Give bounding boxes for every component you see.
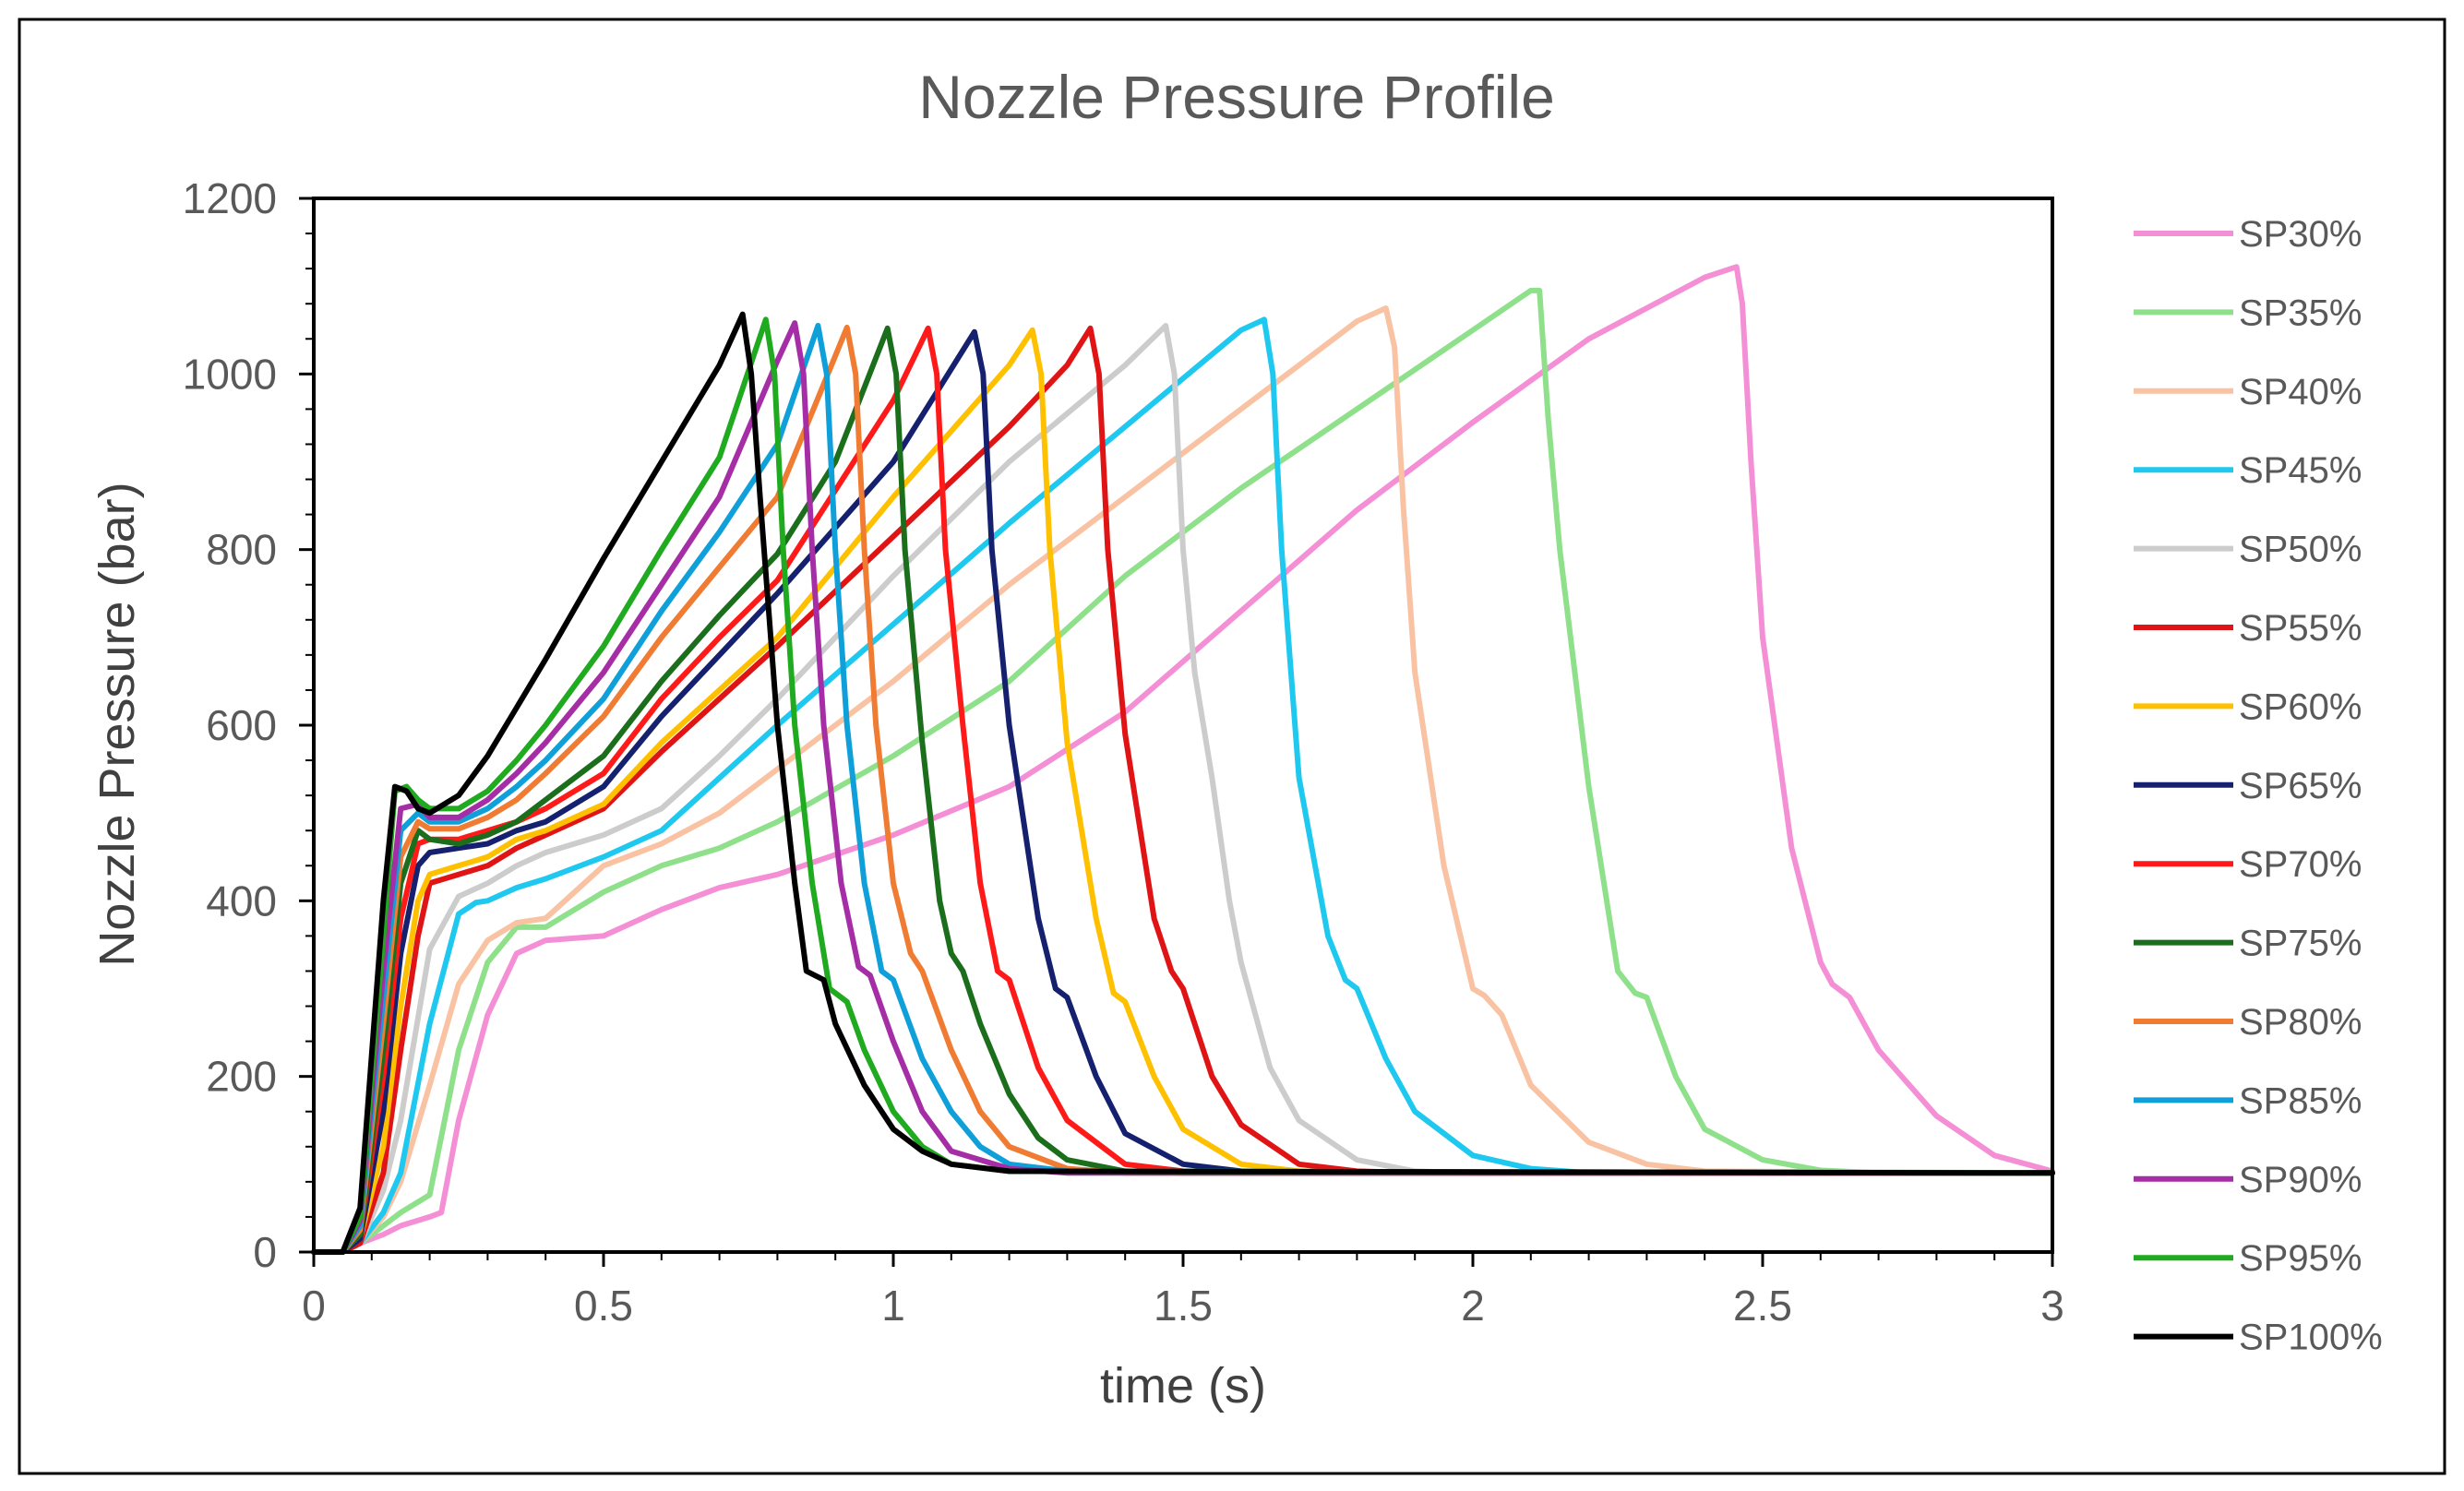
legend-item: SP60% <box>2134 686 2362 727</box>
legend-label: SP35% <box>2239 292 2362 333</box>
axis-ticks-group: 0 0.5 1 1.5 2 2.5 3 0 200 400 600 800 1000 1200 <box>183 174 2064 1330</box>
y-axis-label: Nozzle Pressure (bar) <box>90 482 145 966</box>
x-tick-label: 1.5 <box>1154 1282 1213 1330</box>
series-line-sp75-pct <box>311 325 2055 1255</box>
legend-label: SP50% <box>2239 530 2362 570</box>
legend-item: SP75% <box>2134 924 2362 964</box>
legend-item: SP65% <box>2134 766 2362 806</box>
legend-item: SP85% <box>2134 1080 2362 1121</box>
series-line-sp45-pct <box>311 316 2055 1255</box>
legend-label: SP55% <box>2239 608 2362 649</box>
legend-label: SP40% <box>2239 372 2362 412</box>
legend-item: SP70% <box>2134 844 2362 885</box>
chart-title: Nozzle Pressure Profile <box>918 63 1555 131</box>
legend-label: SP90% <box>2239 1160 2362 1200</box>
series-line-sp100-pct <box>311 311 2055 1255</box>
series-line-sp50-pct <box>311 323 2055 1255</box>
legend-label: SP75% <box>2239 924 2362 964</box>
series-line-sp65-pct <box>311 328 2055 1255</box>
chart-frame <box>18 18 2446 1475</box>
legend-label: SP30% <box>2239 214 2362 255</box>
legend-item: SP50% <box>2134 530 2362 570</box>
x-tick-label: 3 <box>2040 1282 2064 1330</box>
legend-label: SP100% <box>2239 1318 2383 1358</box>
legend-item: SP40% <box>2134 372 2362 412</box>
legend-item: SP55% <box>2134 608 2362 649</box>
legend-item: SP80% <box>2134 1002 2362 1043</box>
legend-item: SP45% <box>2134 450 2362 491</box>
series-line-sp90-pct <box>311 320 2055 1255</box>
x-tick-label: 0 <box>302 1282 326 1330</box>
series-line-sp70-pct <box>311 325 2055 1255</box>
y-tick-label: 400 <box>206 877 277 924</box>
x-tick-label: 1 <box>881 1282 905 1330</box>
x-axis-label: time (s) <box>1100 1358 1266 1413</box>
y-tick-label: 1000 <box>183 350 277 398</box>
series-line-sp40-pct <box>311 305 2055 1255</box>
x-tick-label: 0.5 <box>574 1282 633 1330</box>
x-tick-label: 2.5 <box>1733 1282 1792 1330</box>
y-tick-label: 1200 <box>183 174 277 222</box>
y-tick-label: 0 <box>253 1228 277 1276</box>
legend-label: SP45% <box>2239 450 2362 491</box>
legend-label: SP85% <box>2239 1080 2362 1121</box>
legend-item: SP35% <box>2134 292 2362 333</box>
x-tick-label: 2 <box>1461 1282 1485 1330</box>
legend-item: SP30% <box>2134 214 2362 255</box>
series-line-sp85-pct <box>311 323 2055 1255</box>
series-line-sp80-pct <box>311 324 2055 1255</box>
legend-label: SP70% <box>2239 844 2362 885</box>
legend-item: SP100% <box>2134 1318 2383 1358</box>
y-tick-label: 200 <box>206 1053 277 1101</box>
legend: SP30% SP35% SP40% SP45% SP50% SP55% SP60% SP65%… <box>2134 214 2383 1358</box>
y-tick-label: 600 <box>206 701 277 749</box>
legend-item: SP95% <box>2134 1238 2362 1279</box>
legend-label: SP95% <box>2239 1238 2362 1279</box>
y-tick-label: 800 <box>206 526 277 574</box>
legend-label: SP65% <box>2239 766 2362 806</box>
legend-label: SP60% <box>2239 686 2362 727</box>
plot-series-group <box>311 264 2055 1255</box>
legend-item: SP90% <box>2134 1160 2362 1200</box>
legend-label: SP80% <box>2239 1002 2362 1043</box>
series-line-sp55-pct <box>311 325 2055 1255</box>
